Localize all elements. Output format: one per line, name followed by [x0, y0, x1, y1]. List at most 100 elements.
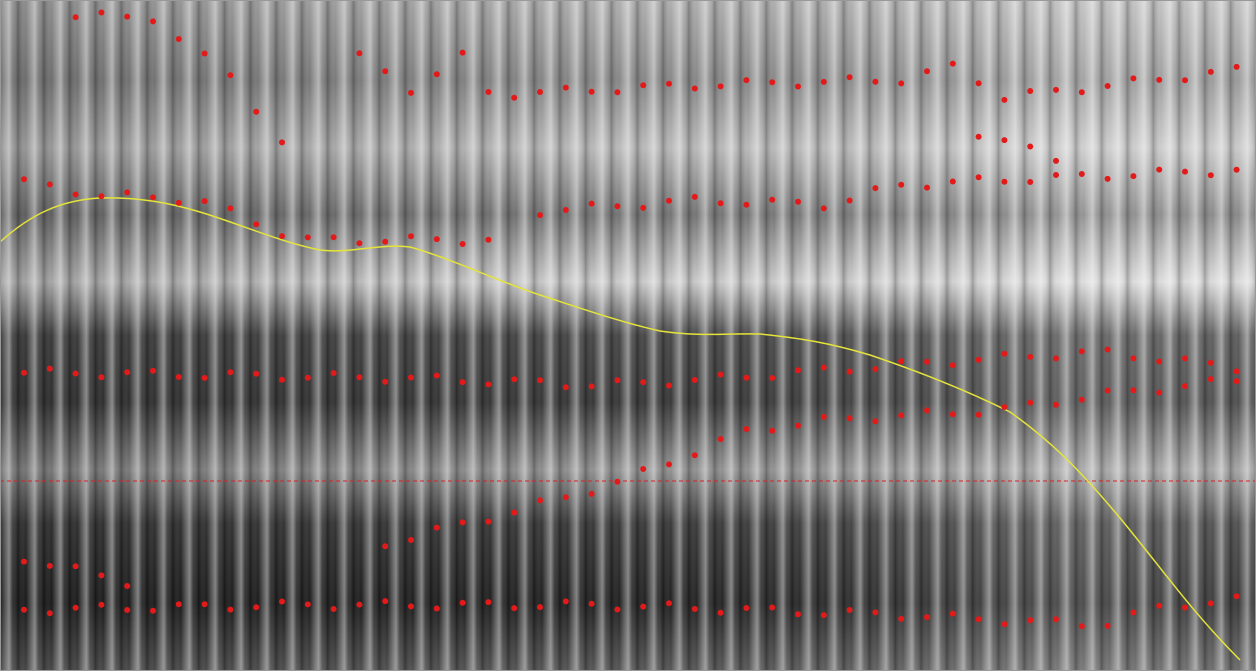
formant-dot: [434, 373, 440, 379]
formant-dot: [1208, 376, 1214, 382]
formant-dot: [692, 194, 698, 200]
formant-dot: [614, 89, 620, 95]
formant-dot: [666, 81, 672, 87]
formant-dot: [589, 201, 595, 207]
formant-dot: [537, 497, 543, 503]
formant-dot: [1156, 167, 1162, 173]
formant-dot: [150, 18, 156, 24]
formant-dot: [1182, 605, 1188, 611]
formant-dot: [356, 50, 362, 56]
formant-dot: [460, 519, 466, 525]
formant-dot: [460, 50, 466, 56]
formant-dot: [485, 381, 491, 387]
formant-dot: [331, 606, 337, 612]
formant-dot: [1027, 144, 1033, 150]
formant-dot: [253, 109, 259, 115]
formant-dot: [124, 607, 130, 613]
formant-dot: [511, 510, 517, 516]
formant-dot: [795, 367, 801, 373]
formant-dot: [356, 240, 362, 246]
formant-dot: [1182, 77, 1188, 83]
formant-dot: [872, 366, 878, 372]
formant-dot: [485, 89, 491, 95]
formant-dot: [382, 239, 388, 245]
formant-dot: [47, 366, 53, 372]
formant-dot: [434, 606, 440, 612]
formant-dot: [743, 202, 749, 208]
formant-dot: [1156, 77, 1162, 83]
formant-dot: [1079, 623, 1085, 629]
formant-dot: [1105, 83, 1111, 89]
formant-dot: [331, 370, 337, 376]
formant-dot: [73, 371, 79, 377]
formant-dot: [1234, 368, 1240, 374]
formant-dot: [872, 79, 878, 85]
formant-dot: [408, 90, 414, 96]
formant-dot: [434, 525, 440, 531]
formant-dot: [821, 612, 827, 618]
formant-dot: [408, 603, 414, 609]
formant-dot: [253, 371, 259, 377]
formant-dot: [1182, 169, 1188, 175]
formant-dot: [769, 197, 775, 203]
formant-dot: [795, 199, 801, 205]
formant-dot: [305, 234, 311, 240]
formant-dot: [976, 357, 982, 363]
formant-dot: [73, 14, 79, 20]
formant-dot: [279, 233, 285, 239]
formant-dot: [434, 236, 440, 242]
formant-dot: [1053, 402, 1059, 408]
formant-dot: [124, 189, 130, 195]
formant-dot: [511, 605, 517, 611]
formant-dot: [98, 374, 104, 380]
formant-dot: [537, 89, 543, 95]
formant-dot: [1208, 360, 1214, 366]
formant-dot: [743, 375, 749, 381]
formant-dot: [1156, 359, 1162, 365]
formant-dot: [614, 203, 620, 209]
formant-dot: [1027, 617, 1033, 623]
formant-dot: [382, 598, 388, 604]
formant-dot: [47, 610, 53, 616]
formant-dot: [898, 358, 904, 364]
formant-dot: [227, 72, 233, 78]
formant-dot: [1182, 383, 1188, 389]
formant-dot: [872, 609, 878, 615]
formant-dot: [382, 543, 388, 549]
formant-dot: [795, 611, 801, 617]
formant-dot: [589, 89, 595, 95]
formant-dot: [1001, 137, 1007, 143]
formant-dot: [1079, 348, 1085, 354]
formant-dot: [718, 372, 724, 378]
formant-dot: [614, 377, 620, 383]
formant-dot: [1053, 355, 1059, 361]
formant-dot: [98, 10, 104, 16]
formant-dot: [640, 379, 646, 385]
formant-dot: [563, 384, 569, 390]
formant-dot: [98, 572, 104, 578]
formant-dot: [382, 68, 388, 74]
formant-dot: [666, 383, 672, 389]
formant-dot: [563, 207, 569, 213]
formant-dot: [692, 452, 698, 458]
formant-dot: [563, 494, 569, 500]
formant-dot: [563, 598, 569, 604]
formant-dot: [1053, 87, 1059, 93]
formant-dot: [73, 192, 79, 198]
formant-dot: [666, 461, 672, 467]
formant-dot: [950, 61, 956, 67]
formant-dot: [1234, 593, 1240, 599]
formant-dot: [718, 436, 724, 442]
formant-dot: [769, 428, 775, 434]
formant-dot: [924, 359, 930, 365]
formant-dot: [253, 221, 259, 227]
formant-dot: [821, 414, 827, 420]
formant-dot: [1130, 173, 1136, 179]
formant-dot: [485, 519, 491, 525]
formant-dot: [227, 369, 233, 375]
formant-dot: [1208, 600, 1214, 606]
formant-dot: [563, 85, 569, 91]
formant-dot: [847, 415, 853, 421]
formant-dot: [537, 604, 543, 610]
formant-dot: [743, 426, 749, 432]
